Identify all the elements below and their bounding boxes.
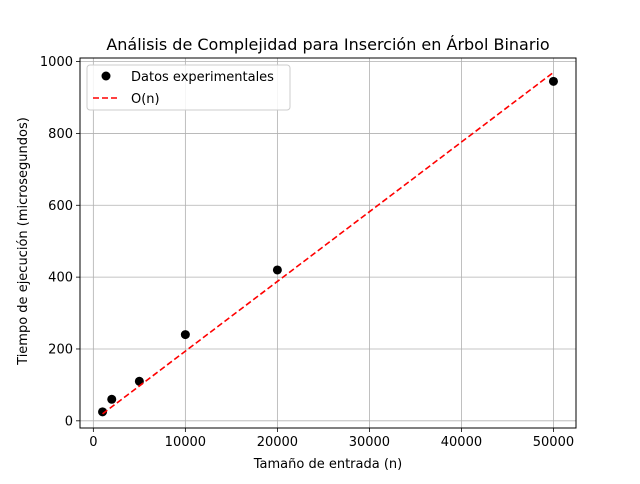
grid	[80, 58, 576, 428]
data-point	[548, 76, 558, 86]
legend-marker-scatter	[101, 71, 111, 81]
y-tick-label: 600	[48, 199, 73, 214]
data-point	[98, 407, 108, 417]
y-tick-label: 400	[48, 271, 73, 286]
data-point	[272, 265, 282, 275]
plot-data	[98, 71, 558, 417]
x-tick-label: 20000	[257, 435, 298, 450]
y-tick-label: 0	[65, 414, 73, 429]
x-axis-label: Tamaño de entrada (n)	[253, 457, 402, 472]
y-axis-label: Tiempo de ejecución (microsegundos)	[16, 117, 31, 366]
legend-label: O(n)	[131, 92, 160, 107]
trend-line	[102, 71, 554, 415]
data-point	[107, 394, 117, 404]
x-tick-label: 0	[89, 435, 97, 450]
x-tick-label: 40000	[441, 435, 482, 450]
y-tick-label: 200	[48, 342, 73, 357]
legend-box	[86, 64, 291, 111]
legend: Datos experimentales O(n)	[86, 64, 291, 111]
data-point	[180, 330, 190, 340]
x-tick-label: 50000	[533, 435, 574, 450]
y-tick-label: 800	[48, 127, 73, 142]
axes-frame	[79, 57, 577, 429]
x-tick-label: 10000	[165, 435, 206, 450]
x-tick-label: 30000	[349, 435, 390, 450]
chart-title: Análisis de Complejidad para Inserción e…	[106, 35, 549, 54]
legend-label: Datos experimentales	[131, 70, 274, 85]
y-tick-label: 1000	[40, 55, 73, 70]
axis-ticks: 0 10000 20000 30000 40000 50000 0 200 400 600 800 1…	[40, 55, 574, 450]
